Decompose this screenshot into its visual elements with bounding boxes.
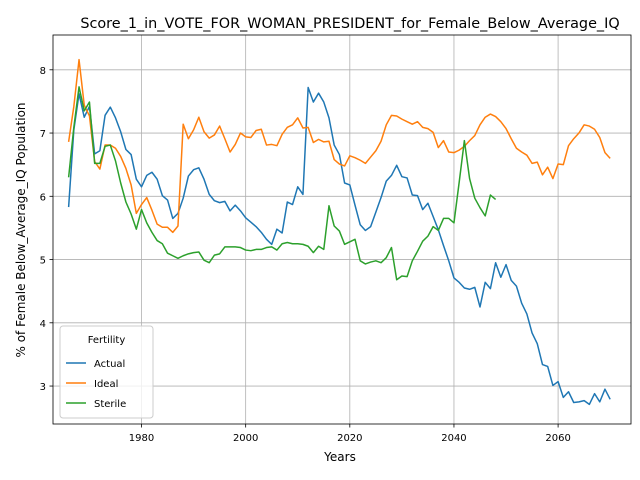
series-line-actual [67,86,611,406]
legend: Fertility Actual Ideal Sterile [59,325,154,419]
x-axis-label: Years [323,450,356,464]
legend-box [59,325,154,419]
x-tick-label: 2000 [233,433,258,444]
y-axis-label: % of Female Below_Average_IQ Population [14,102,28,357]
y-tick-label: 3 [40,382,46,393]
x-tick-label: 2060 [545,433,570,444]
x-tick-label: 1980 [129,433,154,444]
y-tick-label: 4 [40,319,46,330]
y-axis-ticks: 3 4 5 6 7 8 [40,66,53,393]
y-tick-label: 6 [40,192,46,203]
series-line-ideal [67,58,611,234]
x-axis-ticks: 1980 2000 2020 2040 2060 [129,424,571,444]
y-tick-label: 7 [40,129,46,140]
legend-label: Ideal [94,379,118,390]
y-tick-label: 8 [40,66,46,77]
chart-title: Score_1_in_VOTE_FOR_WOMAN_PRESIDENT_for_… [80,16,619,32]
plot-area-frame [52,34,632,425]
grid-lines [53,35,631,424]
x-tick-label: 2020 [337,433,362,444]
y-tick-label: 5 [40,256,46,267]
series-line-sterile [67,86,497,281]
legend-label: Sterile [94,399,126,410]
legend-label: Actual [94,359,125,370]
series-lines [67,58,611,406]
legend-title: Fertility [88,335,126,346]
x-tick-label: 2040 [441,433,466,444]
